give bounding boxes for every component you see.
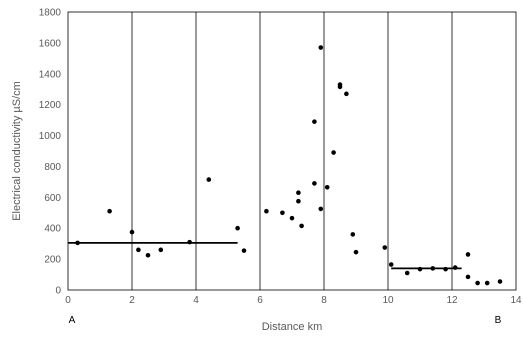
gridlines — [131, 12, 453, 290]
x-tick-label: 4 — [193, 295, 199, 306]
x-tick-label: 14 — [510, 295, 522, 306]
data-point — [296, 190, 301, 195]
data-point — [337, 84, 343, 90]
data-point — [382, 245, 388, 250]
y-axis-title: Electrical conductivity µS/cm — [11, 81, 23, 221]
data-point — [289, 215, 295, 221]
data-point — [129, 229, 135, 235]
y-tick-label: 0 — [55, 286, 61, 297]
data-point — [430, 266, 436, 271]
data-point — [206, 177, 212, 182]
data-point — [404, 270, 410, 276]
data-point — [312, 119, 317, 124]
data-point — [235, 225, 240, 231]
data-point — [350, 232, 356, 237]
data-point — [318, 45, 324, 50]
data-point — [318, 206, 324, 212]
end-point-label: B — [495, 315, 502, 326]
data-point — [465, 252, 471, 257]
data-points — [75, 45, 503, 286]
y-tick-label: 800 — [44, 162, 61, 173]
reference-lines — [68, 241, 462, 270]
x-tick-label: 10 — [382, 295, 394, 306]
data-point — [465, 274, 471, 280]
y-tick-label: 600 — [44, 193, 61, 204]
y-tick-label: 1600 — [39, 38, 62, 49]
data-point — [158, 247, 164, 253]
data-point — [331, 150, 336, 155]
data-point — [241, 248, 247, 253]
x-tick-label: 6 — [257, 295, 263, 306]
data-point — [107, 208, 112, 214]
x-tick-label: 2 — [129, 295, 135, 306]
y-tick-label: 200 — [44, 255, 61, 266]
data-point — [443, 266, 448, 272]
data-point — [324, 184, 330, 190]
data-point — [484, 280, 490, 286]
data-point — [497, 279, 503, 284]
y-tick-label: 400 — [44, 224, 61, 235]
data-point — [187, 239, 192, 245]
data-point — [312, 181, 317, 186]
plot-area-frame — [67, 11, 517, 291]
data-point — [296, 198, 301, 204]
data-point — [75, 240, 80, 246]
y-tick-label: 1000 — [39, 131, 62, 142]
x-axis-title: Distance km — [262, 321, 323, 333]
data-point — [452, 265, 458, 270]
data-point — [344, 91, 349, 97]
y-tick-label: 1400 — [39, 69, 62, 80]
y-tick-label: 1800 — [39, 8, 62, 19]
data-point — [136, 247, 141, 253]
data-point — [145, 252, 151, 258]
data-point — [417, 266, 423, 272]
x-tick-label: 12 — [446, 295, 458, 306]
start-point-label: A — [69, 315, 76, 326]
y-tick-labels: 0 200 400 600 800 1000 1200 1400 1600 1800 — [39, 8, 62, 297]
x-tick-labels: 0 2 4 6 8 10 12 14 — [65, 295, 522, 306]
data-point — [353, 249, 359, 255]
data-point — [388, 262, 394, 267]
data-point — [475, 280, 480, 286]
x-tick-label: 0 — [65, 295, 71, 306]
y-tick-label: 1200 — [39, 100, 62, 111]
data-point — [299, 223, 304, 229]
x-tick-label: 8 — [321, 295, 327, 306]
data-point — [264, 208, 269, 214]
data-point — [280, 210, 285, 216]
